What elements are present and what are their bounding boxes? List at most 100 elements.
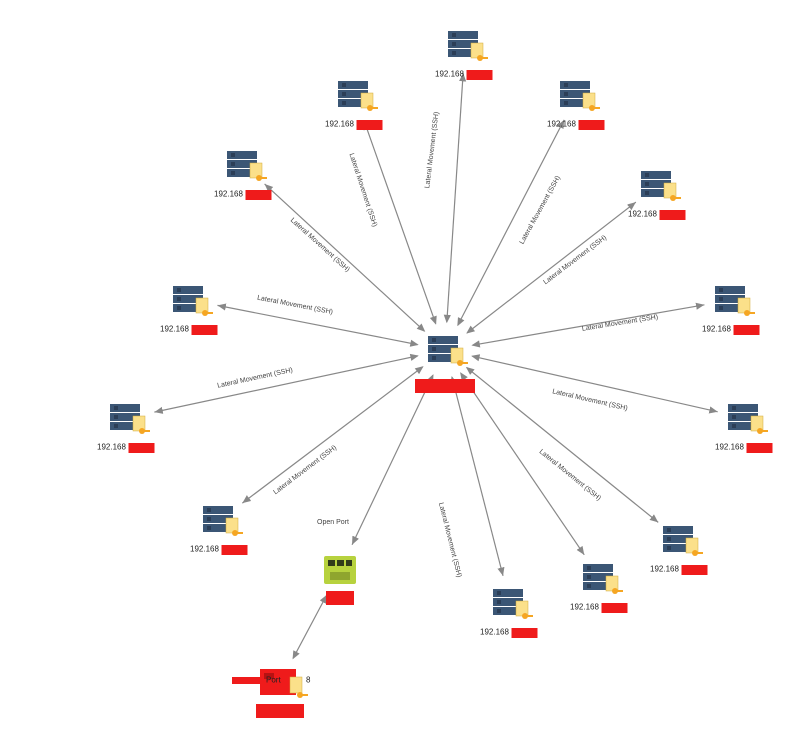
node-server-1[interactable]: 192.168	[435, 31, 493, 80]
node-label-row: 192.168	[97, 443, 155, 453]
node-label-row: 192.168	[570, 603, 628, 613]
svg-text:192.168: 192.168	[628, 210, 657, 219]
svg-text:Lateral Movement (SSH): Lateral Movement (SSH)	[581, 314, 658, 333]
node-label-row: 192.168	[480, 628, 538, 638]
svg-text:192.168: 192.168	[325, 120, 354, 129]
edge-c-n9-label: Lateral Movement (SSH)	[552, 388, 629, 412]
redaction-block	[467, 70, 493, 80]
node-label-row	[256, 704, 304, 718]
node-label-row: 192.168	[214, 190, 272, 200]
node-server-8[interactable]: 192.168	[97, 404, 155, 453]
node-server-2[interactable]: 192.168	[547, 81, 605, 130]
server-icon	[428, 336, 468, 366]
server-icon	[227, 151, 267, 181]
edge-c-n4	[265, 184, 425, 331]
svg-text:Lateral Movement (SSH): Lateral Movement (SSH)	[538, 448, 602, 502]
edge-c-n5	[467, 202, 636, 333]
node-label-row: 192.168	[435, 70, 493, 80]
node-server-9[interactable]: 192.168	[715, 404, 773, 453]
node-host[interactable]: Port 8	[232, 669, 311, 718]
node-label-row: 192.168	[702, 325, 760, 335]
node-server-13[interactable]: 192.168	[480, 589, 538, 638]
edge-c-n1-label: Lateral Movement (SSH)	[424, 111, 440, 188]
svg-text:Lateral Movement (SSH): Lateral Movement (SSH)	[424, 111, 440, 188]
svg-text:192.168: 192.168	[435, 70, 464, 79]
svg-text:Lateral Movement (SSH): Lateral Movement (SSH)	[217, 367, 294, 390]
edge-c-n6-label: Lateral Movement (SSH)	[256, 295, 333, 317]
redaction-block	[682, 565, 708, 575]
node-server-6[interactable]: 192.168	[160, 286, 218, 335]
edge-c-n13	[452, 377, 503, 576]
svg-text:Lateral Movement (SSH): Lateral Movement (SSH)	[347, 152, 377, 227]
redaction-block	[357, 120, 383, 130]
server-icon	[715, 286, 755, 316]
svg-text:Lateral Movement (SSH): Lateral Movement (SSH)	[519, 175, 562, 246]
node-label-row: 192.168	[628, 210, 686, 220]
redaction-block	[256, 704, 304, 718]
redaction-block	[660, 210, 686, 220]
redaction-block-2	[232, 677, 264, 684]
server-icon	[338, 81, 378, 111]
svg-text:192.168: 192.168	[715, 443, 744, 452]
svg-text:192.168: 192.168	[650, 565, 679, 574]
node-server-4[interactable]: 192.168	[214, 151, 272, 200]
server-icon	[641, 171, 681, 201]
port-number: 8	[306, 676, 311, 685]
edge-c-n13-label: Lateral Movement (SSH)	[437, 502, 462, 578]
redaction-block	[602, 603, 628, 613]
svg-text:192.168: 192.168	[214, 190, 243, 199]
svg-text:192.168: 192.168	[160, 325, 189, 334]
node-center-server[interactable]	[415, 336, 475, 393]
server-icon	[728, 404, 768, 434]
server-icon	[173, 286, 213, 316]
edge-c-n10-label: Lateral Movement (SSH)	[272, 444, 338, 496]
redaction-block	[747, 443, 773, 453]
node-label-row: 192.168	[190, 545, 248, 555]
edge-c-n8-label: Lateral Movement (SSH)	[217, 367, 294, 390]
port-label: Port	[266, 676, 281, 685]
edge-c-n4-label: Lateral Movement (SSH)	[289, 217, 351, 274]
network-diagram: Lateral Movement (SSH)Lateral Movement (…	[0, 0, 800, 737]
node-server-11[interactable]: 192.168	[650, 526, 708, 575]
node-server-10[interactable]: 192.168	[190, 506, 248, 555]
server-icon	[448, 31, 488, 61]
svg-text:Open Port: Open Port	[317, 519, 349, 526]
svg-text:Lateral Movement (SSH): Lateral Movement (SSH)	[256, 295, 333, 317]
edge-host-router	[293, 595, 327, 659]
svg-text:Lateral Movement (SSH): Lateral Movement (SSH)	[289, 217, 351, 274]
edge-c-n5-label: Lateral Movement (SSH)	[542, 234, 608, 286]
node-server-12[interactable]: 192.168	[570, 564, 628, 613]
server-icon	[493, 589, 533, 619]
svg-text:Lateral Movement (SSH): Lateral Movement (SSH)	[437, 502, 462, 578]
redaction-block	[246, 190, 272, 200]
node-label-row	[326, 591, 354, 605]
router-icon	[324, 556, 356, 584]
node-server-5[interactable]: 192.168	[628, 171, 686, 220]
svg-text:192.168: 192.168	[480, 628, 509, 637]
node-server-7[interactable]: 192.168	[702, 286, 760, 335]
node-label-row: 192.168	[547, 120, 605, 130]
edge-c-n1	[447, 73, 463, 322]
node-label-row: 192.168	[325, 120, 383, 130]
node-router[interactable]	[324, 556, 356, 605]
edge-c-n2	[458, 120, 564, 325]
svg-text:Lateral Movement (SSH): Lateral Movement (SSH)	[552, 388, 629, 412]
redaction-block	[415, 379, 475, 393]
node-label-row: 192.168	[160, 325, 218, 335]
server-icon	[583, 564, 623, 594]
edge-c-n2-label: Lateral Movement (SSH)	[519, 175, 562, 246]
server-icon	[560, 81, 600, 111]
edge-c-router	[352, 375, 433, 544]
svg-text:Lateral Movement (SSH): Lateral Movement (SSH)	[542, 234, 608, 286]
svg-text:192.168: 192.168	[97, 443, 126, 452]
edge-c-router-label: Open Port	[317, 519, 349, 526]
svg-text:192.168: 192.168	[190, 545, 219, 554]
server-icon	[663, 526, 703, 556]
redaction-block	[192, 325, 218, 335]
redaction-block	[512, 628, 538, 638]
edge-c-n8	[154, 356, 417, 412]
edge-c-n3-label: Lateral Movement (SSH)	[347, 152, 377, 227]
node-label-row: 192.168	[715, 443, 773, 453]
svg-text:192.168: 192.168	[702, 325, 731, 334]
node-server-3[interactable]: 192.168	[325, 81, 383, 130]
